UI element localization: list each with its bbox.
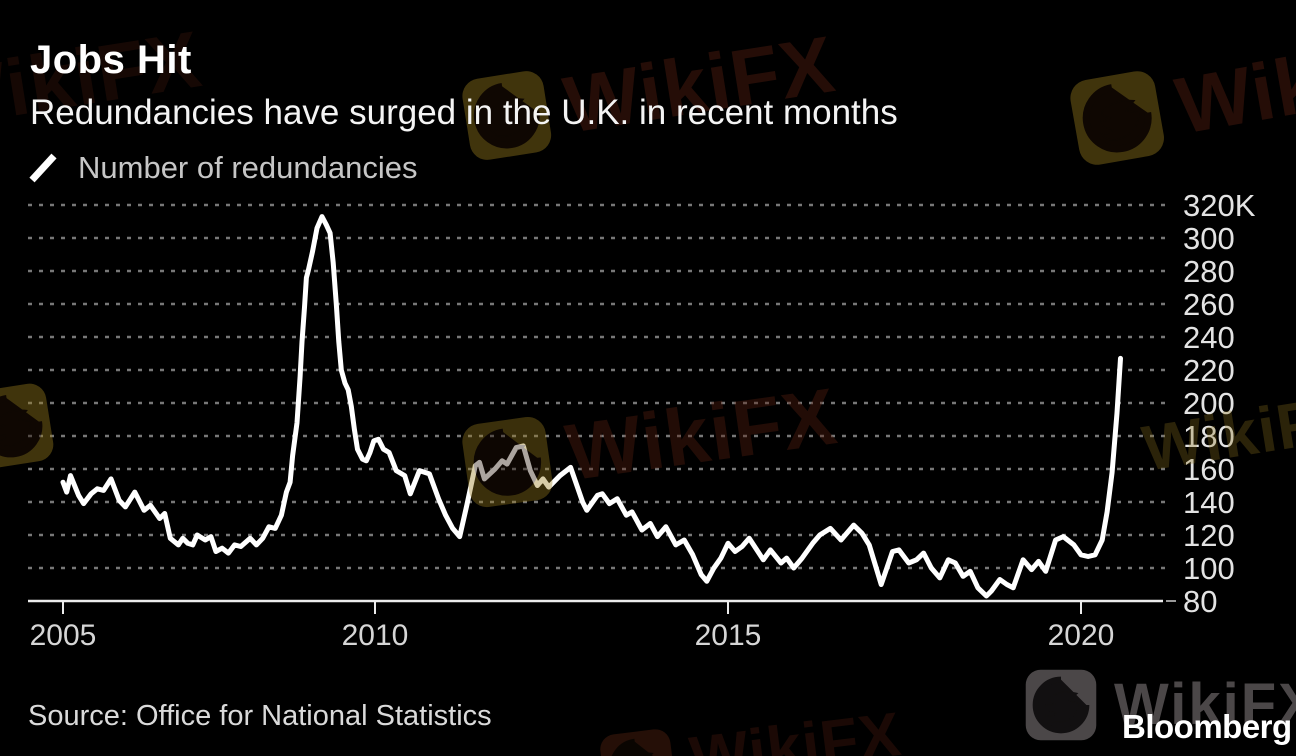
y-axis-label: 280 (1183, 254, 1235, 289)
chart-header: Jobs Hit Redundancies have surged in the… (30, 38, 898, 133)
y-axis-label: 240 (1183, 320, 1235, 355)
source-note: Source: Office for National Statistics (28, 700, 492, 732)
y-axis-label: 120 (1183, 518, 1235, 553)
y-axis-label: 100 (1183, 551, 1235, 586)
legend-label: Number of redundancies (78, 150, 418, 185)
x-axis-label: 2020 (1048, 619, 1115, 652)
y-axis-label: 220 (1183, 353, 1235, 388)
x-axis-label: 2005 (30, 619, 97, 652)
page-title: Jobs Hit (30, 38, 192, 82)
bloomberg-logo: Bloomberg (1122, 708, 1292, 745)
y-axis-label: 80 (1183, 584, 1217, 619)
subtitle: Redundancies have surged in the U.K. in … (30, 93, 898, 132)
line-slash-icon (29, 153, 57, 183)
legend: Number of redundancies (28, 150, 417, 186)
y-axis-label: 200 (1183, 386, 1235, 421)
y-axis-label: 260 (1183, 287, 1235, 322)
y-axis-label: 320K (1183, 188, 1256, 223)
y-axis-label: 300 (1183, 221, 1235, 256)
x-axis-label: 2015 (695, 619, 762, 652)
data-line (60, 214, 1123, 599)
x-axis-label: 2010 (342, 619, 409, 652)
y-axis-label: 180 (1183, 419, 1235, 454)
y-axis-label: 160 (1183, 452, 1235, 487)
y-axis-label: 140 (1183, 485, 1235, 520)
